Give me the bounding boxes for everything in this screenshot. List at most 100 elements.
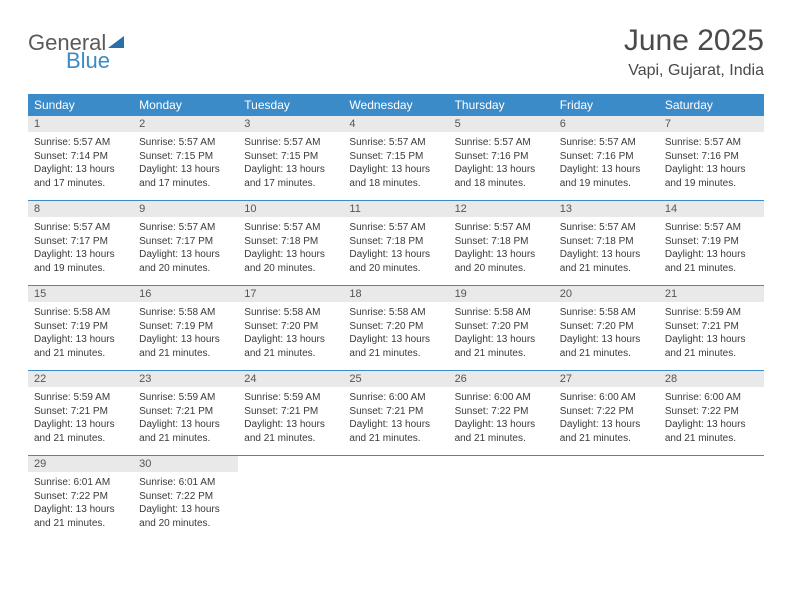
day-number: 10	[238, 201, 343, 217]
day-body: Sunrise: 5:58 AMSunset: 7:19 PMDaylight:…	[28, 302, 133, 370]
day-number: 28	[659, 371, 764, 387]
day-body: Sunrise: 6:00 AMSunset: 7:22 PMDaylight:…	[659, 387, 764, 455]
day-body: Sunrise: 5:58 AMSunset: 7:20 PMDaylight:…	[238, 302, 343, 370]
day-number: 11	[343, 201, 448, 217]
day-number: 25	[343, 371, 448, 387]
day-number: 4	[343, 116, 448, 132]
day-number: 21	[659, 286, 764, 302]
calendar-day-cell: 3Sunrise: 5:57 AMSunset: 7:15 PMDaylight…	[238, 116, 343, 201]
day-body: Sunrise: 5:57 AMSunset: 7:17 PMDaylight:…	[133, 217, 238, 285]
day-body: Sunrise: 5:57 AMSunset: 7:17 PMDaylight:…	[28, 217, 133, 285]
weekday-header: Saturday	[659, 94, 764, 116]
weekday-header: Thursday	[449, 94, 554, 116]
calendar-day-cell: ..	[238, 456, 343, 541]
calendar-day-cell: 28Sunrise: 6:00 AMSunset: 7:22 PMDayligh…	[659, 371, 764, 456]
day-number: 16	[133, 286, 238, 302]
calendar-day-cell: 20Sunrise: 5:58 AMSunset: 7:20 PMDayligh…	[554, 286, 659, 371]
calendar-day-cell: 5Sunrise: 5:57 AMSunset: 7:16 PMDaylight…	[449, 116, 554, 201]
calendar-day-cell: 27Sunrise: 6:00 AMSunset: 7:22 PMDayligh…	[554, 371, 659, 456]
day-body: Sunrise: 5:57 AMSunset: 7:14 PMDaylight:…	[28, 132, 133, 200]
day-body: Sunrise: 5:59 AMSunset: 7:21 PMDaylight:…	[28, 387, 133, 455]
calendar-week-row: 29Sunrise: 6:01 AMSunset: 7:22 PMDayligh…	[28, 456, 764, 541]
calendar-day-cell: ..	[343, 456, 448, 541]
day-number: 20	[554, 286, 659, 302]
day-number: 1	[28, 116, 133, 132]
day-body: Sunrise: 6:01 AMSunset: 7:22 PMDaylight:…	[133, 472, 238, 540]
day-number: 15	[28, 286, 133, 302]
day-body: Sunrise: 5:57 AMSunset: 7:18 PMDaylight:…	[343, 217, 448, 285]
day-body: Sunrise: 5:58 AMSunset: 7:20 PMDaylight:…	[449, 302, 554, 370]
day-body: Sunrise: 5:57 AMSunset: 7:18 PMDaylight:…	[449, 217, 554, 285]
calendar-header-row: SundayMondayTuesdayWednesdayThursdayFrid…	[28, 94, 764, 116]
day-number: 14	[659, 201, 764, 217]
day-body: Sunrise: 5:59 AMSunset: 7:21 PMDaylight:…	[659, 302, 764, 370]
day-number: 2	[133, 116, 238, 132]
logo-triangle-icon	[108, 36, 124, 48]
calendar-day-cell: 18Sunrise: 5:58 AMSunset: 7:20 PMDayligh…	[343, 286, 448, 371]
calendar-table: SundayMondayTuesdayWednesdayThursdayFrid…	[28, 94, 764, 540]
calendar-week-row: 8Sunrise: 5:57 AMSunset: 7:17 PMDaylight…	[28, 201, 764, 286]
day-body: Sunrise: 5:57 AMSunset: 7:19 PMDaylight:…	[659, 217, 764, 285]
weekday-header: Monday	[133, 94, 238, 116]
day-body: Sunrise: 5:59 AMSunset: 7:21 PMDaylight:…	[238, 387, 343, 455]
day-body: Sunrise: 5:57 AMSunset: 7:15 PMDaylight:…	[343, 132, 448, 200]
calendar-day-cell: 11Sunrise: 5:57 AMSunset: 7:18 PMDayligh…	[343, 201, 448, 286]
day-number: 7	[659, 116, 764, 132]
calendar-day-cell: 22Sunrise: 5:59 AMSunset: 7:21 PMDayligh…	[28, 371, 133, 456]
calendar-day-cell: 19Sunrise: 5:58 AMSunset: 7:20 PMDayligh…	[449, 286, 554, 371]
day-number: 27	[554, 371, 659, 387]
day-number: 13	[554, 201, 659, 217]
calendar-day-cell: 10Sunrise: 5:57 AMSunset: 7:18 PMDayligh…	[238, 201, 343, 286]
calendar-day-cell: ..	[659, 456, 764, 541]
calendar-day-cell: 6Sunrise: 5:57 AMSunset: 7:16 PMDaylight…	[554, 116, 659, 201]
calendar-day-cell: 12Sunrise: 5:57 AMSunset: 7:18 PMDayligh…	[449, 201, 554, 286]
day-number: 8	[28, 201, 133, 217]
calendar-day-cell: 1Sunrise: 5:57 AMSunset: 7:14 PMDaylight…	[28, 116, 133, 201]
day-number: 3	[238, 116, 343, 132]
day-number: 5	[449, 116, 554, 132]
calendar-day-cell: 4Sunrise: 5:57 AMSunset: 7:15 PMDaylight…	[343, 116, 448, 201]
weekday-header: Wednesday	[343, 94, 448, 116]
day-number: 9	[133, 201, 238, 217]
header: General June 2025 Vapi, Gujarat, India	[28, 24, 764, 80]
day-body: Sunrise: 6:01 AMSunset: 7:22 PMDaylight:…	[28, 472, 133, 540]
day-number: 29	[28, 456, 133, 472]
day-number: 12	[449, 201, 554, 217]
calendar-day-cell: 29Sunrise: 6:01 AMSunset: 7:22 PMDayligh…	[28, 456, 133, 541]
day-body: Sunrise: 5:57 AMSunset: 7:16 PMDaylight:…	[554, 132, 659, 200]
calendar-day-cell: 8Sunrise: 5:57 AMSunset: 7:17 PMDaylight…	[28, 201, 133, 286]
day-number: 19	[449, 286, 554, 302]
day-body: Sunrise: 5:57 AMSunset: 7:18 PMDaylight:…	[238, 217, 343, 285]
calendar-day-cell: 14Sunrise: 5:57 AMSunset: 7:19 PMDayligh…	[659, 201, 764, 286]
day-body: Sunrise: 6:00 AMSunset: 7:21 PMDaylight:…	[343, 387, 448, 455]
day-body: Sunrise: 5:57 AMSunset: 7:18 PMDaylight:…	[554, 217, 659, 285]
calendar-day-cell: 16Sunrise: 5:58 AMSunset: 7:19 PMDayligh…	[133, 286, 238, 371]
day-body: Sunrise: 5:58 AMSunset: 7:20 PMDaylight:…	[343, 302, 448, 370]
logo-text-blue: Blue	[66, 48, 110, 73]
day-number: 18	[343, 286, 448, 302]
day-body: Sunrise: 6:00 AMSunset: 7:22 PMDaylight:…	[449, 387, 554, 455]
calendar-day-cell: 13Sunrise: 5:57 AMSunset: 7:18 PMDayligh…	[554, 201, 659, 286]
calendar-week-row: 22Sunrise: 5:59 AMSunset: 7:21 PMDayligh…	[28, 371, 764, 456]
day-number: 24	[238, 371, 343, 387]
calendar-day-cell: 30Sunrise: 6:01 AMSunset: 7:22 PMDayligh…	[133, 456, 238, 541]
calendar-day-cell: 7Sunrise: 5:57 AMSunset: 7:16 PMDaylight…	[659, 116, 764, 201]
month-title: June 2025	[624, 24, 764, 58]
day-number: 17	[238, 286, 343, 302]
day-number: 23	[133, 371, 238, 387]
day-body: Sunrise: 5:57 AMSunset: 7:15 PMDaylight:…	[133, 132, 238, 200]
calendar-week-row: 15Sunrise: 5:58 AMSunset: 7:19 PMDayligh…	[28, 286, 764, 371]
day-number: 22	[28, 371, 133, 387]
calendar-day-cell: 25Sunrise: 6:00 AMSunset: 7:21 PMDayligh…	[343, 371, 448, 456]
weekday-header: Friday	[554, 94, 659, 116]
day-body: Sunrise: 5:58 AMSunset: 7:20 PMDaylight:…	[554, 302, 659, 370]
calendar-day-cell: 21Sunrise: 5:59 AMSunset: 7:21 PMDayligh…	[659, 286, 764, 371]
calendar-day-cell: 17Sunrise: 5:58 AMSunset: 7:20 PMDayligh…	[238, 286, 343, 371]
calendar-day-cell: 24Sunrise: 5:59 AMSunset: 7:21 PMDayligh…	[238, 371, 343, 456]
location: Vapi, Gujarat, India	[624, 62, 764, 80]
calendar-day-cell: 23Sunrise: 5:59 AMSunset: 7:21 PMDayligh…	[133, 371, 238, 456]
day-number: 30	[133, 456, 238, 472]
calendar-day-cell: 2Sunrise: 5:57 AMSunset: 7:15 PMDaylight…	[133, 116, 238, 201]
day-body: Sunrise: 5:57 AMSunset: 7:16 PMDaylight:…	[659, 132, 764, 200]
calendar-day-cell: 9Sunrise: 5:57 AMSunset: 7:17 PMDaylight…	[133, 201, 238, 286]
